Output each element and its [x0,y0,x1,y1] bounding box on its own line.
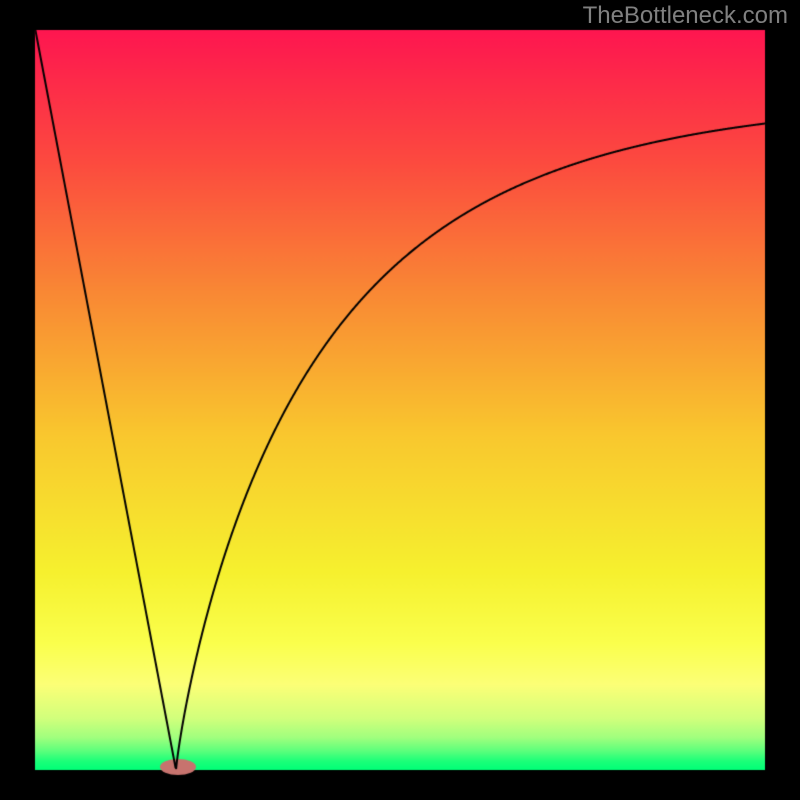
watermark-text: TheBottleneck.com [583,2,788,30]
bottleneck-curve-layer [0,0,800,800]
chart-root: TheBottleneck.com [0,0,800,800]
